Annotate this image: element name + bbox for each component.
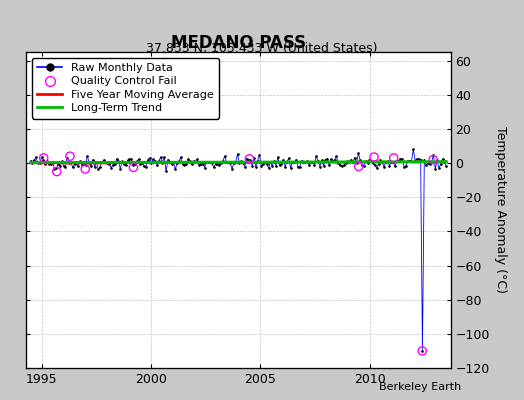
Point xyxy=(52,168,61,175)
Point xyxy=(81,166,90,172)
Point xyxy=(429,156,438,163)
Point xyxy=(129,164,138,170)
Point xyxy=(245,156,254,162)
Point xyxy=(39,155,48,161)
Title: MEDANO PASS: MEDANO PASS xyxy=(171,34,306,52)
Text: 37.833 N, 105.433 W (United States): 37.833 N, 105.433 W (United States) xyxy=(146,42,378,55)
Y-axis label: Temperature Anomaly (°C): Temperature Anomaly (°C) xyxy=(494,126,507,294)
Point xyxy=(418,348,427,354)
Legend: Raw Monthly Data, Quality Control Fail, Five Year Moving Average, Long-Term Tren: Raw Monthly Data, Quality Control Fail, … xyxy=(32,58,219,119)
Point xyxy=(370,154,378,160)
Point xyxy=(355,163,363,170)
Text: Berkeley Earth: Berkeley Earth xyxy=(379,382,461,392)
Point xyxy=(389,155,398,161)
Point xyxy=(66,153,74,159)
